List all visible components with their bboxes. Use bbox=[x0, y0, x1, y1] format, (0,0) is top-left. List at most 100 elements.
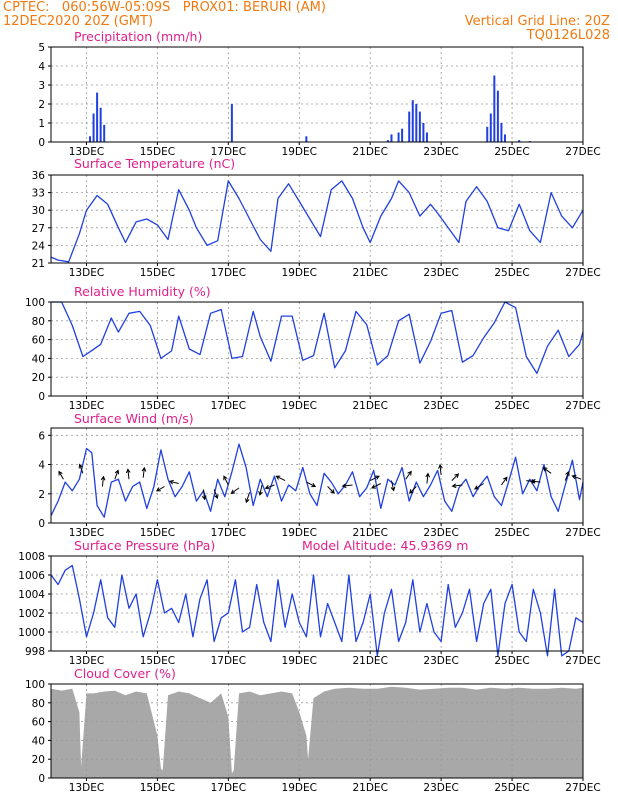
panel-temp: 21 24 27 30 33 36 13DEC 15DEC 17DEC 19DEC 21DEC 23D… bbox=[32, 156, 601, 279]
wind-arrow bbox=[530, 479, 541, 484]
x-tick-label: 21DEC bbox=[352, 782, 387, 794]
x-tick-label: 23DEC bbox=[423, 527, 458, 539]
rh-line bbox=[51, 301, 584, 375]
precip-bar bbox=[103, 124, 106, 142]
y-tick-label: 80 bbox=[32, 316, 45, 328]
wind-arrow bbox=[390, 480, 396, 492]
x-tick-label: 13DEC bbox=[69, 400, 104, 412]
y-tick-label: 5 bbox=[38, 42, 45, 54]
x-tick-label: 23DEC bbox=[423, 146, 458, 158]
y-tick-label: 2 bbox=[38, 489, 45, 501]
precip-bar bbox=[96, 92, 99, 142]
wind-arrow bbox=[114, 469, 120, 480]
wind-arrow bbox=[542, 467, 552, 474]
x-tick-label: 21DEC bbox=[352, 527, 387, 539]
x-tick-label: 15DEC bbox=[140, 527, 175, 539]
plot-area bbox=[51, 175, 583, 263]
precip-bar bbox=[418, 111, 421, 142]
wind-arrow bbox=[327, 486, 335, 494]
x-tick-label: 13DEC bbox=[69, 782, 104, 794]
wind-arrow bbox=[341, 483, 353, 489]
x-tick-label: 27DEC bbox=[565, 655, 600, 667]
precip-bar bbox=[496, 90, 499, 142]
y-tick-label: 60 bbox=[32, 335, 45, 347]
panel-pres: 998 1000 1002 1004 1006 1008 13DEC 15DEC 17DEC 19… bbox=[18, 538, 600, 667]
y-tick-label: 3 bbox=[38, 80, 45, 92]
x-tick-label: 19DEC bbox=[282, 146, 317, 158]
y-tick-label: 1002 bbox=[18, 608, 45, 620]
precip-bar bbox=[397, 132, 400, 142]
x-tick-label: 19DEC bbox=[282, 400, 317, 412]
plot-area bbox=[51, 428, 583, 523]
header-left-line2: 12DEC2020 20Z (GMT) bbox=[3, 14, 154, 29]
wind-arrow bbox=[258, 484, 263, 496]
panel-title: Cloud Cover (%) bbox=[74, 666, 176, 681]
y-tick-label: 0 bbox=[38, 773, 45, 785]
precip-bar bbox=[99, 107, 102, 142]
wind-arrow bbox=[451, 473, 460, 481]
x-tick-label: 13DEC bbox=[69, 655, 104, 667]
x-tick-label: 17DEC bbox=[211, 655, 246, 667]
plot-border bbox=[50, 427, 584, 524]
plot-border bbox=[50, 301, 584, 397]
x-tick-label: 19DEC bbox=[282, 782, 317, 794]
x-tick-label: 21DEC bbox=[352, 267, 387, 279]
y-tick-label: 0 bbox=[38, 518, 45, 530]
header-right-line2: TQ0126L028 bbox=[526, 28, 610, 43]
panel-title: Surface Temperature (nC) bbox=[74, 156, 235, 171]
precip-bar bbox=[411, 100, 414, 142]
y-tick-label: 80 bbox=[32, 698, 45, 710]
y-tick-label: 40 bbox=[32, 735, 45, 747]
wind-arrow bbox=[564, 470, 570, 481]
panel-title: Surface Wind (m/s) bbox=[74, 411, 194, 426]
wind-line bbox=[50, 443, 584, 518]
wind-arrow bbox=[371, 483, 382, 489]
panel-rh: 0 20 40 60 80 100 13DEC 15DEC 17DEC 19DEC 21DEC 23D… bbox=[25, 284, 601, 412]
x-tick-label: 25DEC bbox=[494, 782, 529, 794]
plot-area bbox=[51, 302, 583, 396]
y-tick-label: 33 bbox=[32, 188, 45, 200]
wind-arrow bbox=[438, 463, 443, 475]
x-tick-label: 25DEC bbox=[494, 400, 529, 412]
plot-border bbox=[50, 174, 584, 264]
precip-bar bbox=[92, 113, 95, 142]
wind-arrow bbox=[275, 475, 286, 482]
x-tick-label: 15DEC bbox=[140, 146, 175, 158]
y-tick-label: 1000 bbox=[18, 627, 45, 639]
plot-area bbox=[51, 47, 583, 142]
pres-line bbox=[50, 564, 584, 657]
wind-arrow bbox=[405, 470, 412, 480]
y-tick-label: 20 bbox=[32, 372, 45, 384]
x-tick-label: 21DEC bbox=[352, 146, 387, 158]
model-altitude-label: Model Altitude: 45.9369 m bbox=[302, 538, 468, 553]
cloud-area bbox=[51, 686, 583, 778]
header-left-line1: CPTEC: 060:56W-05:09S PROX01: BERURI (AM… bbox=[3, 0, 326, 15]
x-tick-label: 13DEC bbox=[69, 146, 104, 158]
x-tick-label: 27DEC bbox=[565, 400, 600, 412]
wind-arrow bbox=[141, 466, 147, 478]
x-tick-label: 27DEC bbox=[565, 527, 600, 539]
wind-arrow bbox=[473, 483, 484, 490]
y-tick-label: 1004 bbox=[18, 589, 45, 601]
precip-bar bbox=[386, 140, 389, 142]
panel-title: Precipitation (mm/h) bbox=[74, 29, 202, 44]
x-tick-label: 15DEC bbox=[140, 782, 175, 794]
wind-arrow bbox=[306, 481, 317, 488]
x-tick-label: 15DEC bbox=[140, 267, 175, 279]
x-tick-label: 17DEC bbox=[211, 146, 246, 158]
y-tick-label: 27 bbox=[32, 223, 45, 235]
wind-arrow bbox=[125, 468, 131, 480]
wind-arrow bbox=[245, 492, 251, 504]
x-tick-label: 17DEC bbox=[211, 400, 246, 412]
wind-arrow bbox=[58, 470, 64, 480]
y-tick-label: 100 bbox=[25, 679, 45, 691]
wind-arrow bbox=[425, 472, 431, 484]
x-tick-label: 15DEC bbox=[140, 400, 175, 412]
x-tick-label: 17DEC bbox=[211, 267, 246, 279]
wind-arrow bbox=[168, 479, 179, 485]
panel-wind: 0 2 4 6 13DEC 15DEC 17DEC 19DEC 21DEC 23DEC 25DEC 2… bbox=[38, 411, 600, 539]
wind-arrow bbox=[369, 475, 380, 482]
x-tick-label: 19DEC bbox=[282, 527, 317, 539]
y-tick-label: 1008 bbox=[18, 551, 45, 563]
precip-bar bbox=[408, 111, 411, 142]
